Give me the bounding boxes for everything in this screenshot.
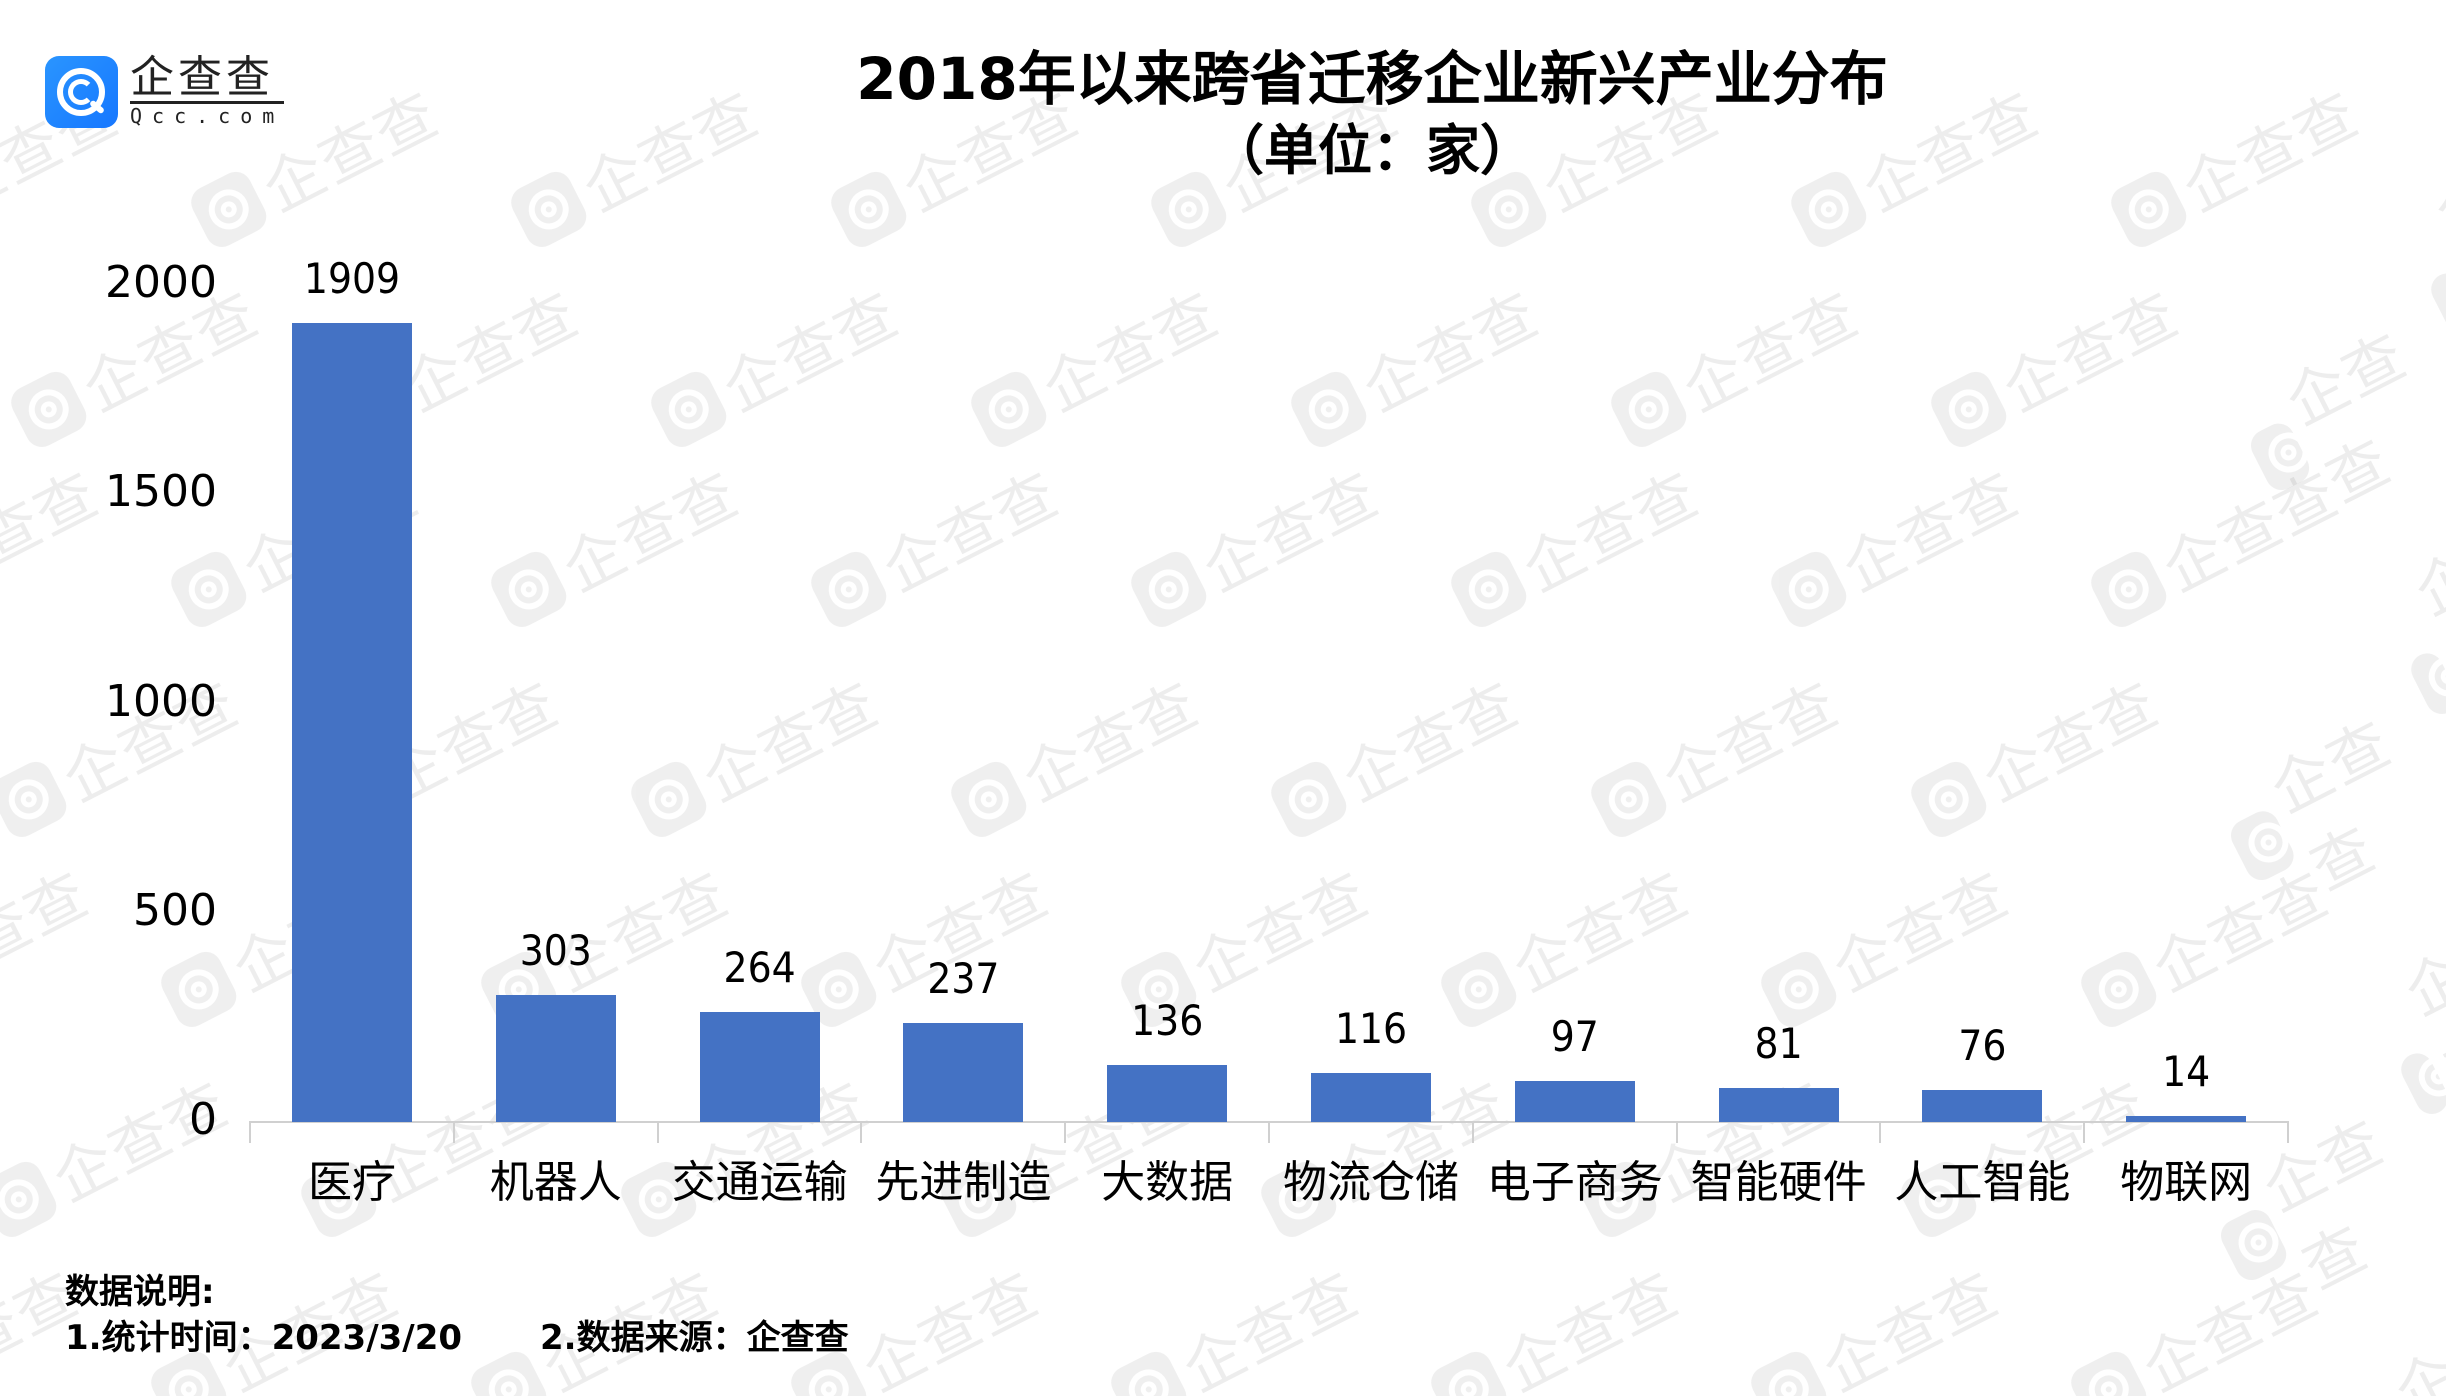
bar (1718, 1088, 1839, 1122)
bar (2126, 1116, 2247, 1122)
category-label: 交通运输 (671, 1157, 848, 1208)
qcc-logo-icon (45, 55, 118, 128)
bar-value-label: 136 (1131, 996, 1204, 1046)
bar (1107, 1065, 1228, 1122)
x-axis-tick (2083, 1121, 2086, 1143)
category-label: 医疗 (308, 1157, 396, 1208)
x-axis-tick (2287, 1121, 2289, 1143)
y-tick-label: 1500 (105, 466, 217, 518)
x-axis-tick (452, 1121, 455, 1143)
bar-value-label: 303 (519, 926, 592, 976)
y-tick-label: 500 (133, 884, 217, 936)
x-axis-tick (1064, 1121, 1067, 1143)
bar-value-label: 116 (1334, 1004, 1408, 1054)
stat-date-note: 1.统计时间：2023/3/20 (65, 1318, 463, 1358)
category-label: 物流仓储 (1283, 1157, 1459, 1208)
x-axis-tick (860, 1121, 863, 1143)
bar (1310, 1073, 1431, 1122)
x-axis-tick (249, 1121, 251, 1143)
data-notes-heading: 数据说明: (65, 1272, 215, 1312)
data-notes: 1.统计时间：2023/3/20 2.数据来源：企查查 (65, 1316, 849, 1360)
category-label: 先进制造 (875, 1157, 1052, 1208)
category-label: 大数据 (1101, 1157, 1234, 1208)
bar-value-label: 81 (1754, 1019, 1803, 1069)
bar-value-label: 76 (1958, 1021, 2007, 1071)
x-axis-tick (1268, 1121, 1270, 1143)
bar-value-label: 1909 (303, 254, 401, 304)
x-axis-tick (1879, 1121, 1882, 1143)
brand-name-en: Qcc.com (130, 104, 285, 128)
bar-value-label: 237 (927, 953, 1000, 1003)
brand-logo: 企查查 Qcc.com (45, 55, 285, 128)
bar (1514, 1081, 1635, 1122)
bar (291, 323, 412, 1122)
x-axis-tick (656, 1121, 659, 1143)
y-tick-label: 2000 (105, 257, 217, 308)
category-label: 智能硬件 (1690, 1157, 1867, 1208)
x-axis-tick (1471, 1121, 1474, 1143)
bar-value-label: 97 (1550, 1012, 1599, 1062)
bar-value-label: 264 (723, 942, 796, 992)
category-label: 机器人 (489, 1157, 622, 1208)
bar (903, 1022, 1024, 1122)
category-label: 电子商务 (1486, 1157, 1663, 1208)
chart-title: 2018年以来跨省迁移企业新兴产业分布 (856, 45, 1888, 113)
bar (495, 995, 616, 1122)
data-source-note: 2.数据来源：企查查 (540, 1318, 849, 1358)
chart-subtitle-unit: （单位：家） (1210, 119, 1534, 182)
brand-name-cn: 企查查 (130, 55, 285, 104)
x-axis-tick (1675, 1121, 1678, 1143)
category-label: 人工智能 (1894, 1157, 2071, 1208)
bar (1922, 1090, 2043, 1122)
bar (699, 1011, 820, 1122)
bar-value-label: 14 (2162, 1047, 2211, 1097)
y-tick-label: 0 (189, 1094, 217, 1145)
y-tick-label: 1000 (105, 675, 217, 727)
category-label: 物联网 (2120, 1157, 2253, 1208)
